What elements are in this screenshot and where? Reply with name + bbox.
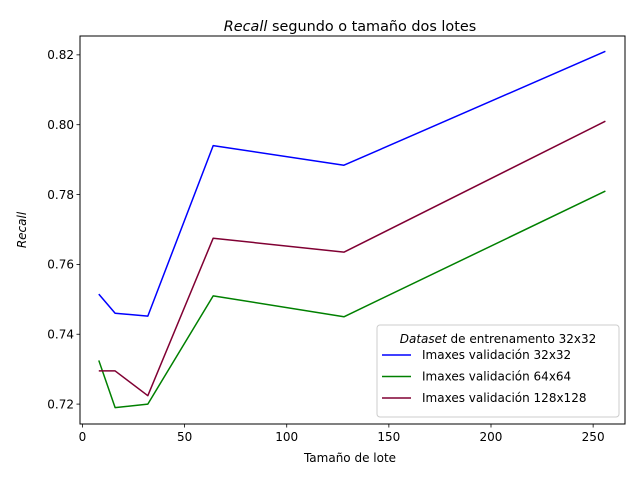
series-line-2: [98, 190, 606, 409]
legend-label-3: Imaxes validación 128x128: [422, 391, 586, 405]
x-tick-label: 150: [377, 430, 400, 444]
y-tick-label: 0.72: [47, 397, 74, 411]
y-tick-label: 0.78: [47, 188, 74, 202]
series-layer: [98, 50, 606, 409]
x-tick-label: 250: [582, 430, 605, 444]
chart-title: Recall segundo o tamaño dos lotes: [224, 19, 476, 35]
x-tick-label: 50: [177, 430, 192, 444]
y-tick-label: 0.80: [47, 118, 74, 132]
x-tick-label: 100: [275, 430, 298, 444]
plot-frame: [79, 35, 626, 425]
legend-title: Dataset de entrenamento 32x32: [400, 332, 597, 346]
legend-title-rest: de entrenamento 32x32: [447, 332, 597, 346]
legend: Dataset de entrenamento 32x32 Imaxes val…: [376, 324, 620, 418]
y-axis-label: Recall: [15, 211, 29, 248]
x-axis-label: Tamaño de lote: [303, 451, 396, 465]
legend-entries: Imaxes validación 32x32 Imaxes validación…: [382, 348, 586, 405]
x-tick-label: 200: [480, 430, 503, 444]
legend-box: [376, 324, 620, 418]
series-line-3: [98, 120, 606, 397]
x-axis: 0 50 100 150 200 250: [79, 424, 605, 444]
legend-label-1: Imaxes validación 32x32: [422, 348, 571, 362]
y-axis: 0.72 0.74 0.76 0.78 0.80 0.82: [47, 48, 80, 411]
chart-title-italic: Recall: [224, 19, 268, 35]
y-tick-label: 0.82: [47, 48, 74, 62]
legend-title-italic: Dataset: [400, 332, 448, 346]
series-line-1: [98, 50, 606, 317]
legend-label-2: Imaxes validación 64x64: [422, 370, 571, 384]
y-tick-label: 0.74: [47, 328, 74, 342]
x-tick-label: 0: [79, 430, 87, 444]
y-tick-label: 0.76: [47, 258, 74, 272]
chart-title-rest: segundo o tamaño dos lotes: [267, 19, 476, 35]
